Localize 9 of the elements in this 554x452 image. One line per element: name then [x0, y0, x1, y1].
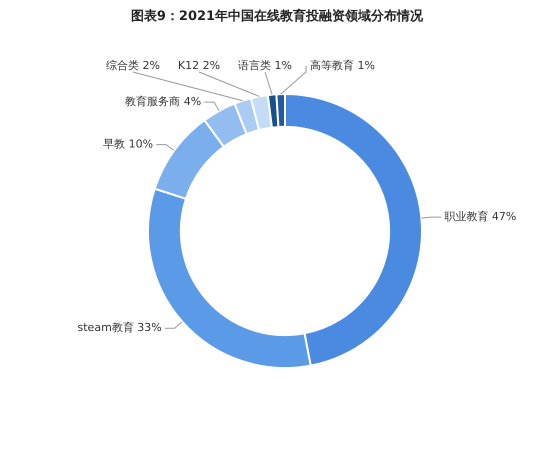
chart-title: 图表9：2021年中国在线教育投融资领域分布情况 [130, 8, 424, 26]
slice-label: 综合类 2% [106, 58, 160, 72]
slice-label: K12 2% [178, 58, 220, 72]
slice-label: 教育服务商 4% [125, 95, 202, 108]
slice-label: 早教 10% [103, 137, 154, 150]
slice-label: steam教育 33% [78, 321, 162, 334]
slice-label: 语言类 1% [238, 58, 292, 72]
slice-label: 职业教育 47% [444, 210, 516, 224]
slice-label: 高等教育 1% [310, 58, 375, 72]
